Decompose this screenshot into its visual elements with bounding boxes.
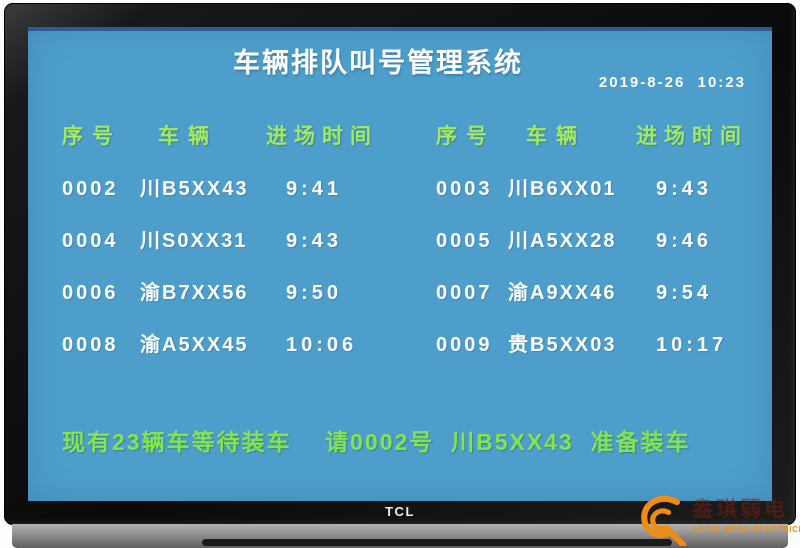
column-header-time: 进场时间 — [266, 125, 378, 148]
column-header-vehicle: 车辆 — [526, 125, 586, 148]
watermark-text: 盎琪弱电 ANGQI WEAK ELECTRICITY — [692, 488, 800, 534]
plate-number: 川A5XX28 — [508, 230, 617, 252]
tcl-brand-logo: TCL — [385, 504, 415, 519]
tv-frame: 车辆排队叫号管理系统 2019-8-26 10:23 序号 车辆 进场时间 00… — [4, 3, 796, 525]
queue-table-right: 序号 车辆 进场时间 0003 川B6XX01 9:43 0005 川A5XX2… — [436, 123, 776, 359]
row-number: 0008 — [62, 334, 119, 356]
row-number: 0003 — [436, 178, 493, 200]
entry-time: 10:06 — [286, 334, 358, 356]
column-header-no: 序号 — [436, 125, 496, 148]
row-number: 0005 — [436, 230, 493, 252]
entry-time: 9:41 — [286, 178, 343, 200]
plate-number: 川B6XX01 — [508, 178, 617, 200]
entry-time: 10:17 — [656, 334, 728, 356]
column-header-no: 序号 — [62, 125, 122, 148]
entry-time: 9:46 — [656, 230, 713, 252]
plate-number: 渝A5XX45 — [140, 334, 249, 356]
plate-number: 川S0XX31 — [140, 230, 248, 252]
entry-time: 9:50 — [286, 282, 343, 304]
page-title: 车辆排队叫号管理系统 — [233, 48, 523, 78]
queue-display-screen: 车辆排队叫号管理系统 2019-8-26 10:23 序号 车辆 进场时间 00… — [28, 27, 772, 501]
row-number: 0006 — [62, 282, 119, 304]
entry-time: 9:43 — [286, 230, 343, 252]
datetime-display: 2019-8-26 10:23 — [598, 74, 746, 91]
watermark-en-label: ANGQI WEAK ELECTRICITY — [692, 525, 800, 534]
plate-number: 渝B7XX56 — [140, 282, 249, 304]
row-number: 0009 — [436, 334, 493, 356]
queue-table-left: 序号 车辆 进场时间 0002 川B5XX43 9:41 0004 川S0XX3… — [62, 123, 406, 359]
plate-number: 川B5XX43 — [140, 178, 249, 200]
entry-time: 9:43 — [656, 178, 713, 200]
row-number: 0007 — [436, 282, 493, 304]
watermark: 盎琪弱电 ANGQI WEAK ELECTRICITY — [634, 488, 800, 548]
plate-number: 渝A9XX46 — [508, 282, 617, 304]
tv-base-bar — [202, 539, 672, 546]
column-header-vehicle: 车辆 — [158, 125, 218, 148]
call-status-line: 现有23辆车等待装车 请0002号 川B5XX43 准备装车 — [62, 429, 691, 455]
column-header-time: 进场时间 — [636, 125, 748, 148]
row-number: 0004 — [62, 230, 119, 252]
row-number: 0002 — [62, 178, 119, 200]
watermark-swirl-icon — [641, 495, 687, 546]
plate-number: 贵B5XX03 — [508, 334, 617, 356]
entry-time: 9:54 — [656, 282, 713, 304]
watermark-cn-label: 盎琪弱电 — [692, 498, 788, 521]
